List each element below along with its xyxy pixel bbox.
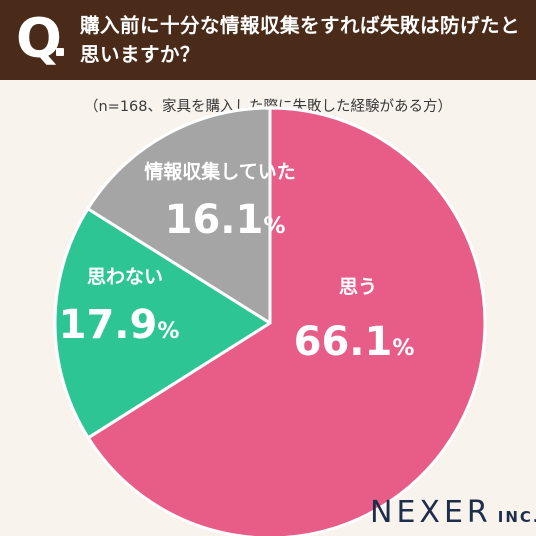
- question-header: Q 購入前に十分な情報収集をすれば失敗は防げたと思いますか？: [0, 0, 536, 80]
- q-mark-dot: [56, 48, 64, 56]
- pie-slice-3: [86, 106, 272, 325]
- slice-value-3: 16.1%: [165, 197, 286, 243]
- slice-value-2: 17.9%: [59, 302, 180, 348]
- pie-slice-1: [86, 106, 487, 536]
- question-text: 購入前に十分な情報収集をすれば失敗は防げたと思いますか？: [80, 14, 521, 66]
- brand-logo: NEXER INC.: [370, 495, 536, 530]
- q-mark: Q: [16, 7, 62, 70]
- slice-label-2: 思わない: [87, 266, 163, 288]
- brand-suffix: INC.: [497, 508, 536, 526]
- brand-name: NEXER: [370, 495, 492, 530]
- slice-label-3: 情報収集していた: [144, 160, 295, 183]
- pie-slice-2: [53, 207, 272, 440]
- slice-value-1: 66.1%: [294, 319, 415, 365]
- slice-label-1: 思う: [339, 276, 377, 298]
